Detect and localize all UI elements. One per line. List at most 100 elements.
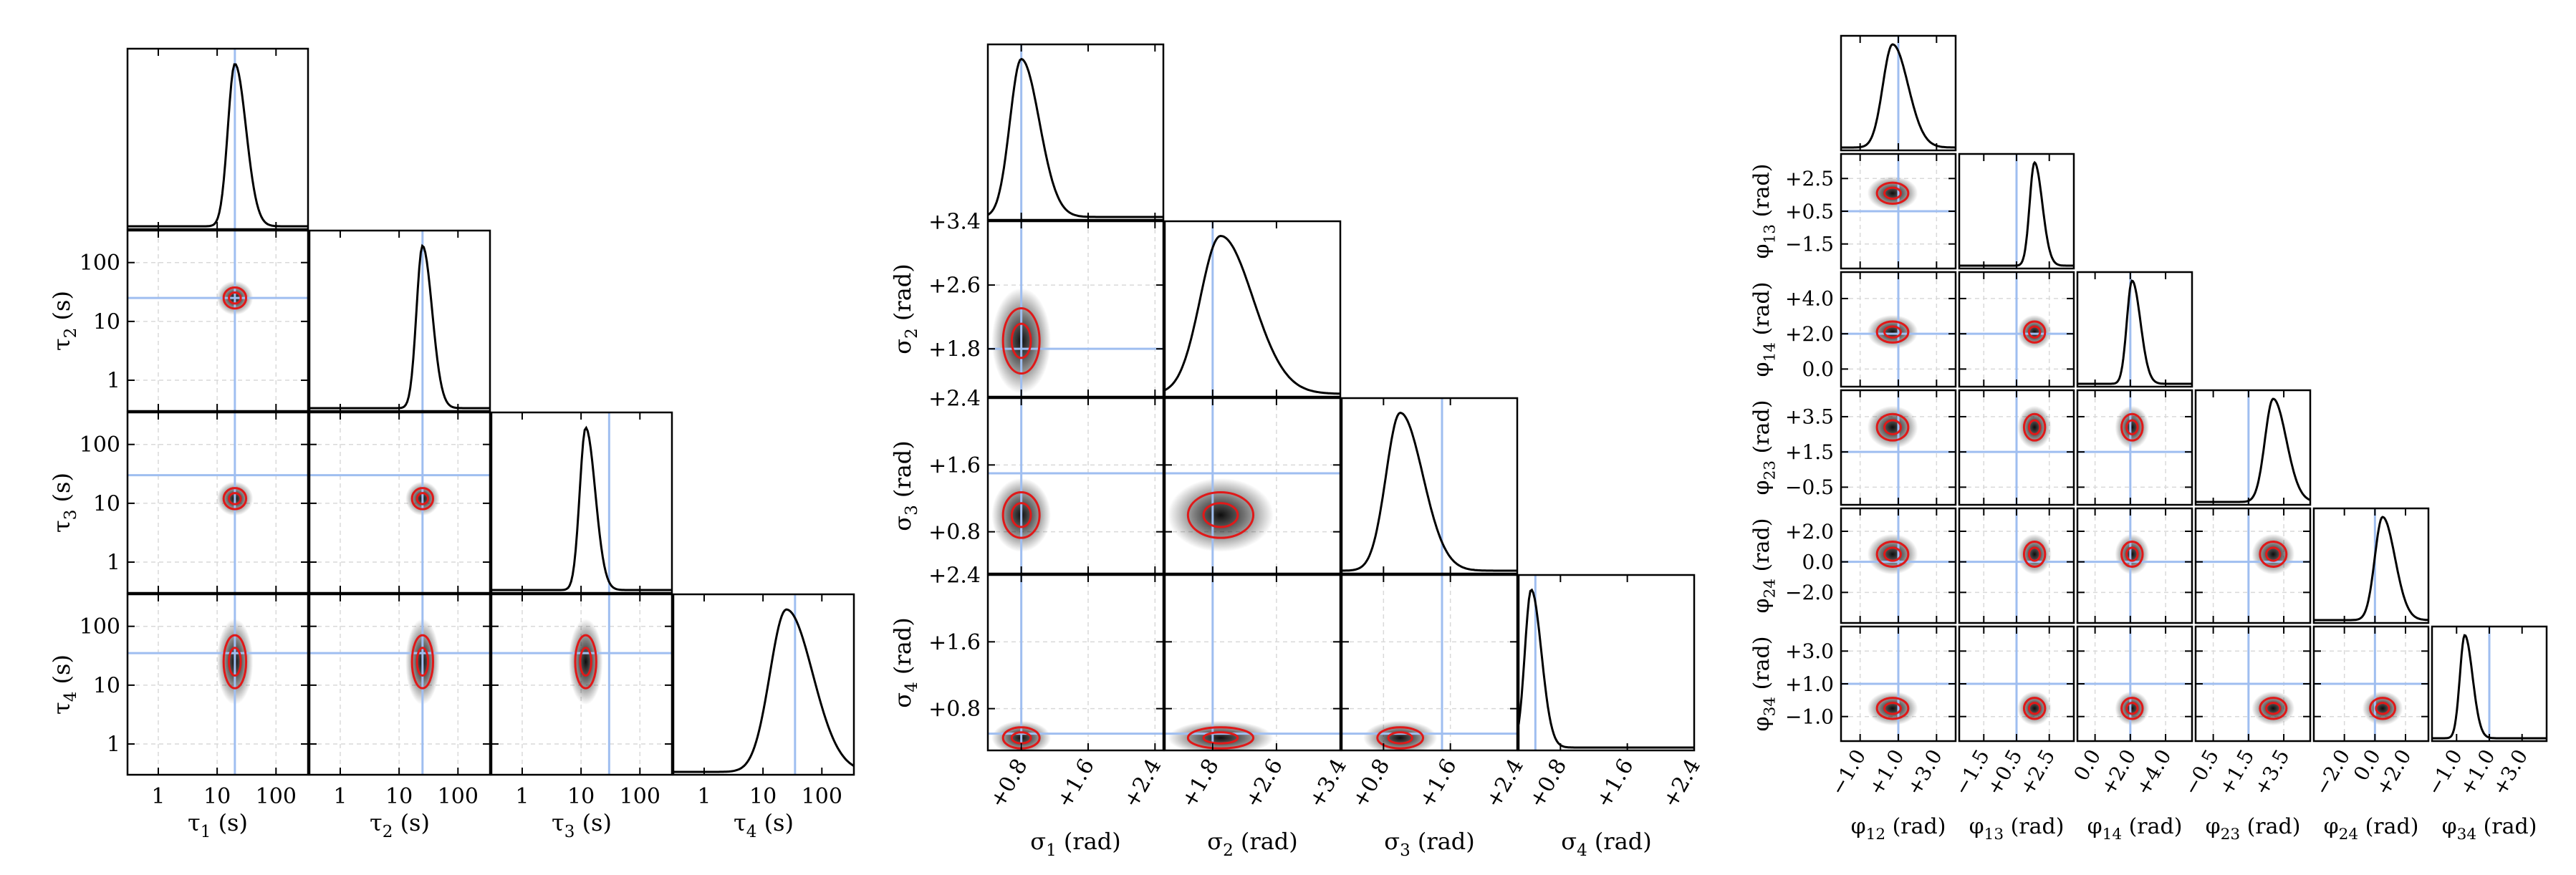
panel-content — [1959, 154, 2074, 269]
y-tick-label: 1 — [107, 551, 120, 576]
panel-timescales-0-0 — [126, 47, 309, 231]
panel-frame — [1163, 220, 1342, 398]
x-tick-label: +2.4 — [1119, 755, 1167, 813]
density — [568, 619, 603, 705]
x-axis-label: φ24 (rad) — [2324, 814, 2419, 843]
density — [2362, 691, 2403, 726]
panel-phases-1-1 — [1958, 153, 2075, 270]
y-axis-label: φ24 (rad) — [1749, 518, 1779, 614]
marginal-φ23 (rad) — [2196, 397, 2310, 503]
contour-outer — [1875, 697, 1910, 720]
panel-content — [1959, 627, 2074, 741]
x-axis-label: φ14 (rad) — [2087, 814, 2183, 843]
panel-phases-2-1 — [1958, 271, 2075, 388]
contour-outer — [1186, 726, 1255, 750]
contour-inner — [2125, 702, 2139, 715]
x-tick-label: 1 — [515, 784, 529, 809]
panel-frame — [2194, 507, 2312, 624]
y-axis-label: φ34 (rad) — [1749, 637, 1779, 732]
x-tick-label: −1.0 — [1826, 745, 1871, 799]
y-tick-label: 10 — [93, 491, 120, 516]
density — [2251, 533, 2295, 575]
panel-content — [1841, 508, 1956, 623]
contour-outer — [1001, 490, 1041, 539]
x-tick-label: +1.6 — [1052, 755, 1100, 813]
marginal-σ1 (rad) — [988, 57, 1163, 218]
x-tick-label: +2.5 — [2015, 745, 2060, 799]
contour-outer — [1875, 412, 1910, 442]
panel-timescales-3-3: 1 10 100 τ4 (s) — [672, 593, 855, 841]
y-tick-label: 0.0 — [1802, 357, 1834, 381]
panel-frame — [986, 397, 1165, 575]
density — [1168, 478, 1274, 552]
x-tick-label: +0.8 — [1347, 755, 1395, 813]
y-axis-label: τ2 (s) — [48, 291, 80, 351]
panel-content — [2432, 627, 2547, 741]
panel-widths-2-1 — [1163, 397, 1342, 575]
panel-frame — [308, 229, 491, 412]
contour-inner — [1202, 731, 1239, 745]
x-tick-label: 100 — [802, 784, 842, 809]
x-axis-label: φ13 (rad) — [1969, 814, 2065, 843]
y-tick-label: +2.4 — [928, 387, 981, 412]
contour-outer — [2022, 320, 2047, 344]
contour-outer — [2022, 412, 2047, 442]
y-tick-label: 100 — [80, 614, 120, 639]
y-tick-label: 10 — [93, 309, 120, 334]
x-tick-label: 1 — [697, 784, 711, 809]
panel-phases-3-3 — [2194, 389, 2312, 506]
panel-phases-3-2 — [2076, 389, 2193, 506]
y-axis-label: τ3 (s) — [48, 473, 80, 533]
contour-inner — [1883, 186, 1902, 200]
x-tick-label: 100 — [620, 784, 660, 809]
x-tick-label: +1.6 — [1414, 755, 1462, 813]
contour-outer — [1875, 541, 1910, 568]
y-tick-label: +1.6 — [928, 453, 981, 478]
contour-outer — [1376, 726, 1425, 750]
contour-inner — [415, 647, 430, 677]
contour-inner — [228, 291, 242, 305]
panel-widths-3-2: +0.8 +1.6 +2.4σ3 (rad) — [1340, 574, 1529, 860]
panel-content — [1841, 154, 1956, 269]
contour-inner — [1387, 731, 1413, 745]
panel-frame — [1163, 397, 1342, 575]
x-tick-label: +2.4 — [1481, 755, 1529, 813]
panel-content — [1959, 508, 2074, 623]
x-tick-label: +1.5 — [2214, 745, 2259, 799]
x-tick-label: +1.8 — [1176, 755, 1224, 813]
panel-content — [1959, 390, 2074, 505]
panel-frame — [2194, 389, 2312, 506]
marginal-τ4 (s) — [673, 608, 854, 773]
x-tick-label: 1 — [151, 784, 165, 809]
panel-frame — [672, 593, 855, 776]
panel-frame — [1163, 574, 1342, 752]
contour-inner — [1883, 325, 1902, 339]
y-tick-label: 0.0 — [1802, 550, 1834, 574]
panel-phases-1-0: −1.5 +0.5 +2.5 φ13 (rad) — [1749, 153, 1957, 270]
x-axis-label: σ4 (rad) — [1561, 828, 1652, 860]
contour-inner — [415, 492, 430, 506]
panel-content — [1165, 221, 1340, 397]
y-tick-label: +4.0 — [1785, 287, 1834, 311]
y-tick-label: +3.5 — [1785, 405, 1834, 429]
y-axis-label: φ23 (rad) — [1749, 400, 1779, 495]
panel-phases-5-3: −0.5+1.5+3.5 φ23 (rad) — [2179, 625, 2312, 843]
density — [1867, 533, 1918, 575]
marginal-σ2 (rad) — [1165, 234, 1340, 395]
panel-phases-5-2: 0.0+2.0+4.0 φ14 (rad) — [2069, 625, 2193, 843]
density — [2115, 405, 2150, 449]
panel-content — [2314, 627, 2428, 741]
panel-frame — [2076, 271, 2193, 388]
panel-frame — [1340, 574, 1519, 752]
panel-widths-1-0: +1.8 +2.6 +3.4 σ2 (rad) — [889, 210, 1165, 398]
x-axis-label: φ12 (rad) — [1851, 814, 1946, 843]
y-tick-label: −0.5 — [1785, 475, 1834, 499]
panel-phases-4-2 — [2076, 507, 2193, 624]
panel-timescales-1-1 — [308, 229, 491, 412]
panel-content — [988, 575, 1163, 750]
x-tick-label: 100 — [438, 784, 479, 809]
y-axis-label: σ4 (rad) — [889, 617, 921, 708]
panel-widths-1-1 — [1163, 220, 1342, 398]
x-axis-label: τ3 (s) — [552, 809, 612, 841]
